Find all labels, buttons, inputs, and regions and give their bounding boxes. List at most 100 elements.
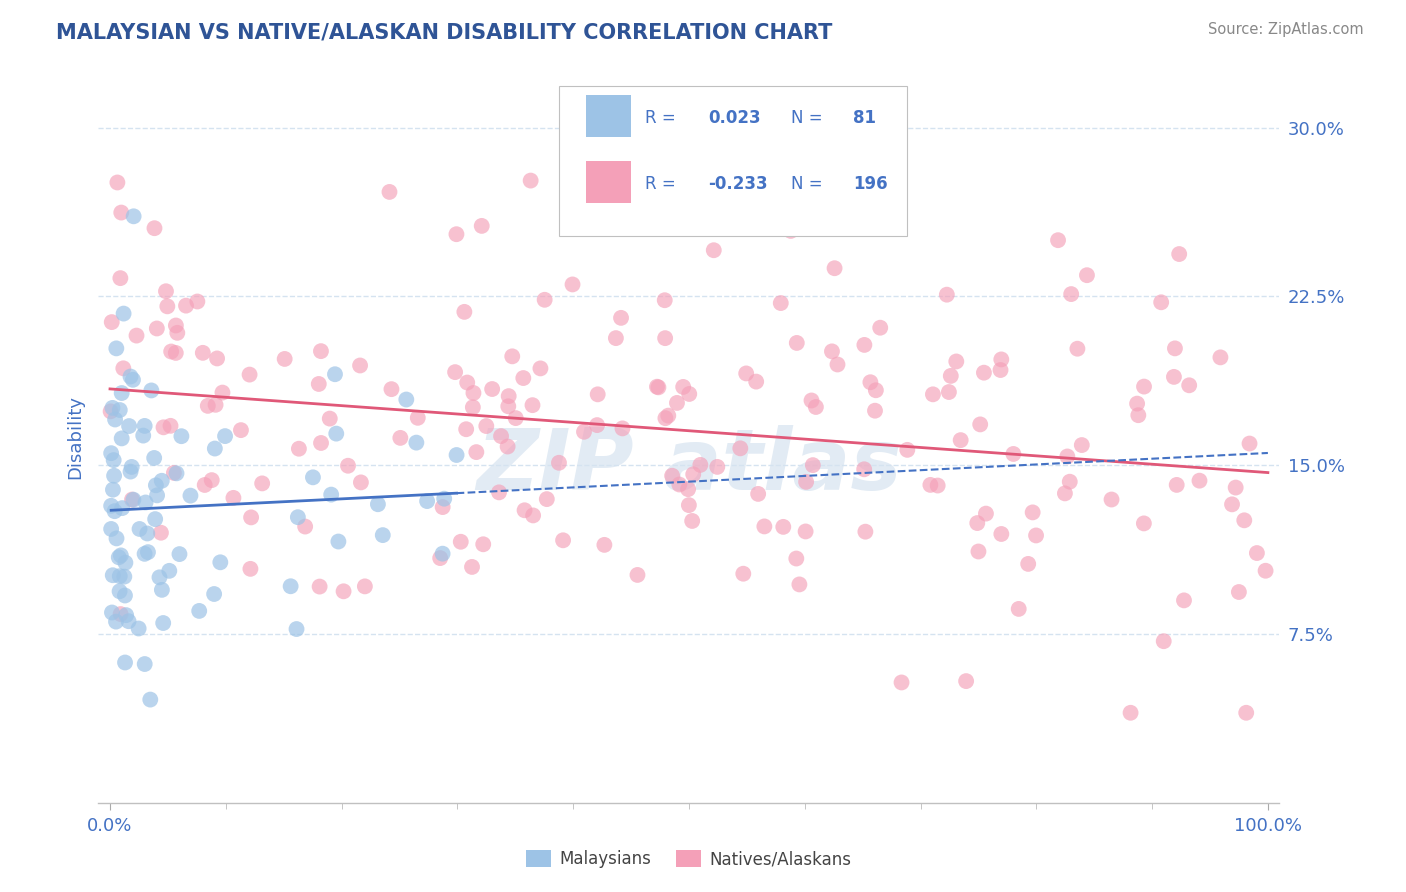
Point: [325, 426, 347, 441]
Point: [240, 510, 263, 524]
Point: [125, 328, 148, 343]
Point: [522, 398, 544, 412]
Point: [201, 473, 224, 487]
Point: [927, 478, 949, 492]
Point: [101, 606, 124, 620]
Point: [136, 526, 159, 541]
Point: [973, 366, 995, 380]
Text: R =: R =: [645, 175, 682, 193]
Point: [1017, 557, 1039, 571]
Point: [101, 401, 124, 415]
Point: [165, 346, 187, 360]
Point: [432, 547, 454, 561]
Text: R =: R =: [645, 109, 682, 127]
Point: [471, 219, 494, 233]
Point: [505, 411, 527, 425]
Point: [1101, 492, 1123, 507]
Point: [735, 367, 758, 381]
Point: [165, 318, 187, 333]
Point: [801, 458, 824, 472]
Point: [974, 507, 997, 521]
Point: [949, 433, 972, 447]
Point: [100, 522, 122, 536]
Point: [104, 412, 127, 426]
Point: [112, 361, 135, 376]
Point: [935, 287, 957, 301]
Point: [371, 528, 394, 542]
Point: [112, 307, 135, 321]
Point: [1153, 634, 1175, 648]
Point: [853, 462, 876, 476]
Point: [288, 442, 311, 456]
Point: [103, 453, 125, 467]
Point: [678, 387, 700, 401]
Point: [745, 375, 768, 389]
Point: [481, 382, 503, 396]
Point: [800, 393, 823, 408]
Text: MALAYSIAN VS NATIVE/ALASKAN DISABILITY CORRELATION CHART: MALAYSIAN VS NATIVE/ALASKAN DISABILITY C…: [56, 22, 832, 42]
Point: [135, 495, 157, 509]
Point: [395, 392, 418, 407]
Point: [488, 485, 510, 500]
Point: [132, 428, 155, 442]
Point: [294, 519, 316, 533]
Point: [955, 674, 977, 689]
Point: [120, 465, 142, 479]
Point: [489, 429, 512, 443]
Point: [250, 476, 273, 491]
Point: [1119, 706, 1142, 720]
Point: [938, 385, 960, 400]
Point: [100, 404, 122, 418]
Point: [967, 544, 990, 558]
Point: [990, 363, 1012, 377]
Point: [214, 429, 236, 443]
Point: [865, 384, 887, 398]
Point: [672, 380, 695, 394]
Point: [1056, 450, 1078, 464]
Point: [285, 622, 308, 636]
Point: [128, 522, 150, 536]
Point: [665, 396, 688, 410]
Point: [114, 589, 136, 603]
Point: [610, 310, 633, 325]
Point: [202, 587, 225, 601]
Point: [446, 227, 468, 242]
Point: [115, 608, 138, 623]
Text: 196: 196: [853, 175, 887, 193]
Point: [654, 293, 676, 308]
Point: [733, 566, 755, 581]
Point: [1227, 585, 1250, 599]
Point: [100, 499, 122, 513]
Point: [1128, 408, 1150, 422]
Point: [163, 466, 186, 480]
FancyBboxPatch shape: [586, 161, 631, 203]
Point: [529, 361, 551, 376]
Point: [150, 582, 173, 597]
Point: [101, 483, 124, 497]
FancyBboxPatch shape: [560, 86, 907, 235]
Point: [148, 570, 170, 584]
Point: [139, 692, 162, 706]
Text: Source: ZipAtlas.com: Source: ZipAtlas.com: [1208, 22, 1364, 37]
Y-axis label: Disability: Disability: [66, 395, 84, 479]
Point: [302, 470, 325, 484]
Point: [287, 510, 309, 524]
Point: [501, 349, 523, 363]
Text: 81: 81: [853, 109, 876, 127]
Point: [789, 577, 811, 591]
Point: [308, 376, 330, 391]
Point: [229, 423, 252, 437]
Point: [100, 315, 122, 329]
Point: [772, 520, 794, 534]
Point: [239, 368, 262, 382]
Point: [456, 422, 478, 436]
Point: [730, 442, 752, 456]
Point: [433, 491, 456, 506]
Point: [920, 478, 942, 492]
Point: [319, 411, 342, 425]
Point: [821, 344, 844, 359]
Point: [769, 296, 792, 310]
Point: [156, 299, 179, 313]
Point: [681, 514, 703, 528]
Point: [605, 331, 627, 345]
